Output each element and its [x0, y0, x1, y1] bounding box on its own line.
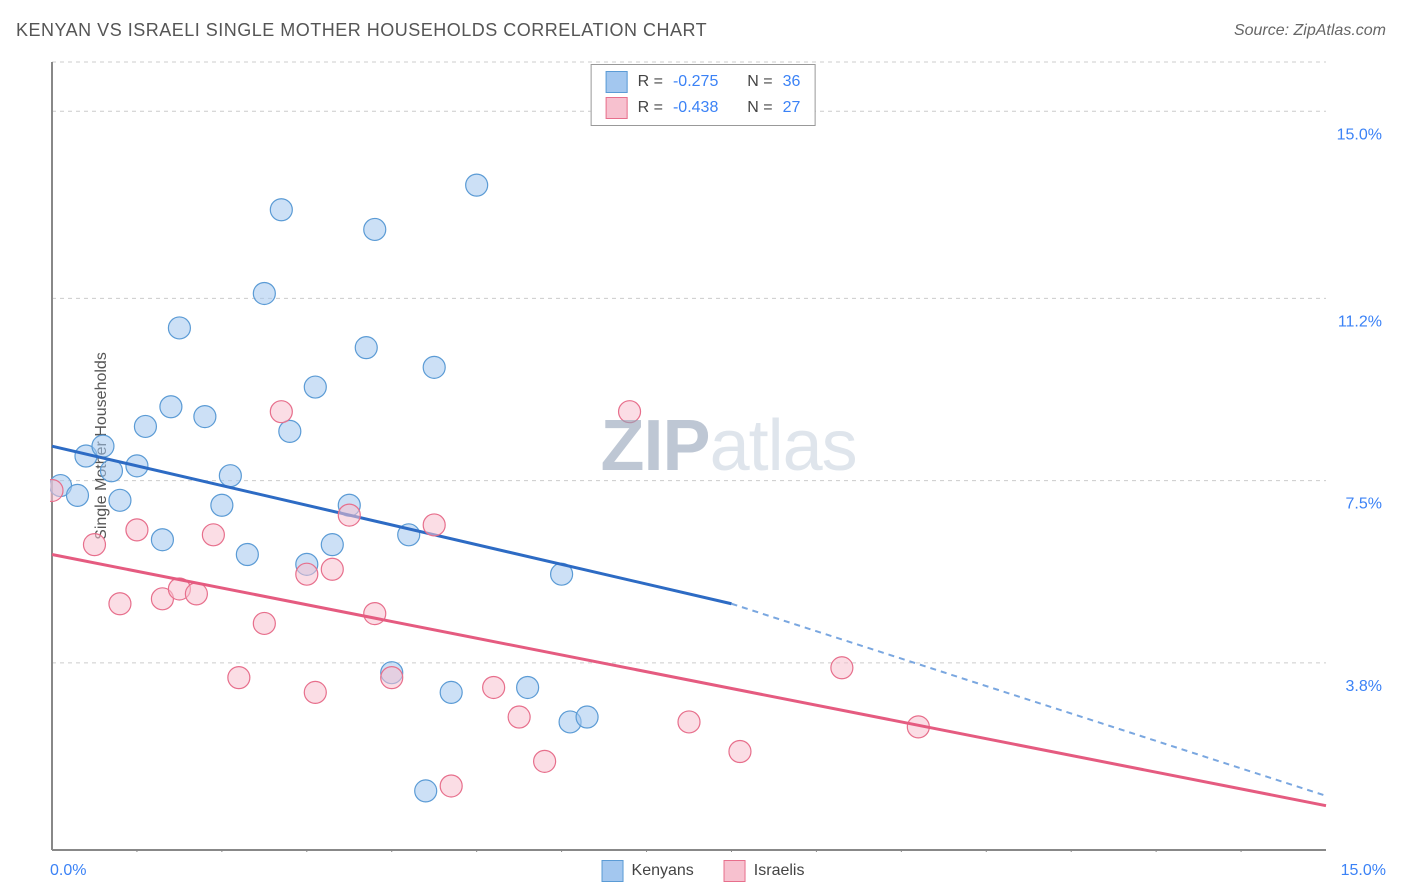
correlation-legend-row: R = -0.438 N = 27	[606, 97, 801, 119]
legend-swatch	[602, 860, 624, 882]
x-max-label: 15.0%	[1341, 862, 1386, 880]
plot-area: 3.8% 7.5% 11.2% 15.0%	[50, 60, 1386, 852]
correlation-legend-row: R = -0.275 N = 36	[606, 71, 801, 93]
svg-text:3.8%: 3.8%	[1346, 678, 1382, 695]
r-label: R =	[638, 73, 663, 91]
x-min-label: 0.0%	[50, 862, 86, 880]
svg-text:11.2%: 11.2%	[1338, 313, 1382, 330]
legend-swatch	[606, 97, 628, 119]
series-legend: Kenyans Israelis	[602, 860, 805, 882]
legend-label: Israelis	[754, 862, 805, 880]
svg-text:7.5%: 7.5%	[1346, 496, 1382, 513]
n-value: 27	[783, 99, 801, 117]
title-bar: KENYAN VS ISRAELI SINGLE MOTHER HOUSEHOL…	[16, 20, 1386, 41]
r-value: -0.438	[673, 99, 718, 117]
chart-container: KENYAN VS ISRAELI SINGLE MOTHER HOUSEHOL…	[0, 0, 1406, 892]
svg-text:15.0%: 15.0%	[1337, 126, 1382, 143]
legend-label: Kenyans	[632, 862, 694, 880]
r-value: -0.275	[673, 73, 718, 91]
legend-swatch	[724, 860, 746, 882]
n-value: 36	[783, 73, 801, 91]
legend-item: Israelis	[724, 860, 805, 882]
legend-swatch	[606, 71, 628, 93]
n-label: N =	[747, 73, 772, 91]
n-label: N =	[747, 99, 772, 117]
scatter-plot-svg: 3.8% 7.5% 11.2% 15.0%	[50, 60, 1386, 852]
legend-item: Kenyans	[602, 860, 694, 882]
source-label: Source: ZipAtlas.com	[1234, 22, 1386, 40]
correlation-legend: R = -0.275 N = 36 R = -0.438 N = 27	[591, 64, 816, 126]
r-label: R =	[638, 99, 663, 117]
chart-title: KENYAN VS ISRAELI SINGLE MOTHER HOUSEHOL…	[16, 20, 707, 41]
